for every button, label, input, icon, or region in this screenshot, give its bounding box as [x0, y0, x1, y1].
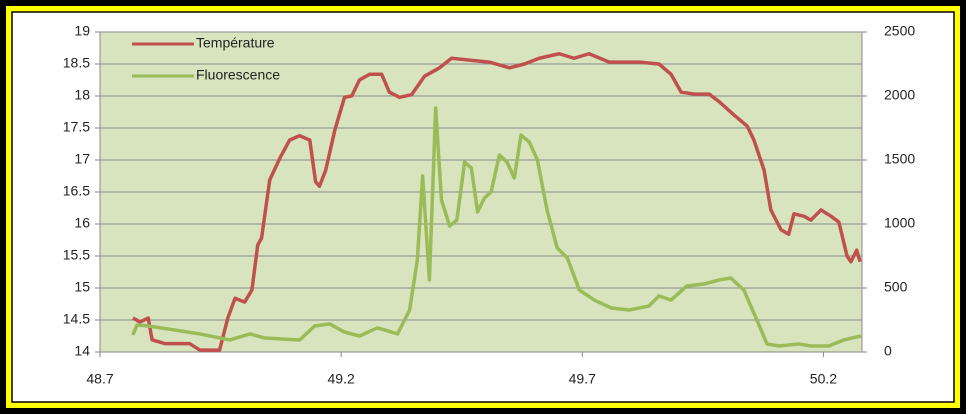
- y-tick-label: 14: [74, 343, 90, 359]
- y2-tick-label: 2500: [884, 23, 915, 39]
- legend-label: Fluorescence: [196, 67, 280, 83]
- y-tick-label: 16.5: [63, 183, 90, 199]
- x-tick-label: 49.7: [569, 371, 596, 387]
- legend-label: Température: [196, 35, 275, 51]
- y-tick-label: 18.5: [63, 55, 90, 71]
- y-tick-label: 19: [74, 23, 90, 39]
- y2-tick-label: 0: [884, 343, 892, 359]
- x-tick-label: 50.2: [810, 371, 837, 387]
- y2-tick-label: 2000: [884, 87, 915, 103]
- series-line: [131, 106, 862, 348]
- y-tick-label: 15.5: [63, 247, 90, 263]
- y-tick-label: 15: [74, 279, 90, 295]
- y-tick-label: 14.5: [63, 311, 90, 327]
- y-tick-label: 17: [74, 151, 90, 167]
- x-tick-label: 49.2: [328, 371, 355, 387]
- y2-tick-label: 1000: [884, 215, 915, 231]
- y-tick-label: 18: [74, 87, 90, 103]
- y2-tick-label: 500: [884, 279, 908, 295]
- x-tick-label: 48.7: [86, 371, 113, 387]
- series-line: [131, 52, 862, 352]
- y2-tick-label: 1500: [884, 151, 915, 167]
- y-tick-label: 16: [74, 215, 90, 231]
- y-tick-label: 17.5: [63, 119, 90, 135]
